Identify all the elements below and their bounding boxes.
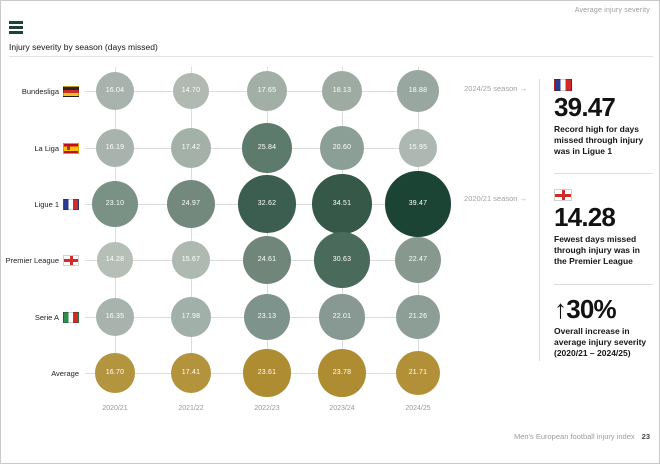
bubble-la-liga-2020-21: 16.19	[95, 128, 135, 168]
bubble-premier-league-2023-24: 30.63	[314, 232, 370, 288]
axis-label-2020-21: 2020/21	[102, 405, 128, 412]
bubble-average-2022-23: 23.61	[243, 349, 291, 397]
axis-label-2024-25: 2024/25	[405, 405, 431, 412]
bubble-average-2020-21: 16.70	[95, 353, 135, 393]
en-flag-icon	[554, 189, 572, 201]
league-name: Bundesliga	[21, 86, 59, 96]
bubble-bundesliga-2024-25: 18.88	[397, 70, 439, 112]
bubble-la-liga-2024-25: 15.95	[398, 128, 438, 168]
row-label-ligue-1: Ligue 1	[1, 198, 79, 210]
row-label-average: Average	[1, 367, 79, 379]
bubble-serie-a-2022-23: 23.13	[243, 293, 291, 341]
bubble-bundesliga-2022-23: 17.65	[246, 70, 288, 112]
stat-value: ↑30%	[554, 294, 617, 324]
header-category-label: Average injury severity	[574, 7, 650, 14]
axis-label-2022-23: 2022/23	[254, 405, 280, 412]
bubble-bundesliga-2023-24: 18.13	[321, 70, 363, 112]
stat-block-3: ↑30% Overall increase in average injury s…	[554, 293, 654, 359]
footer: Men's European football injury index 23	[514, 432, 650, 441]
stat-block-1: 39.47 Record high for days missed through…	[554, 79, 654, 157]
row-label-bundesliga: Bundesliga	[1, 85, 79, 97]
stat-description: Overall increase in average injury sever…	[554, 326, 647, 359]
bubble-la-liga-2021-22: 17.42	[170, 127, 211, 168]
bubble-premier-league-2022-23: 24.61	[242, 235, 292, 285]
bubble-ligue-1-2020-21: 23.10	[91, 180, 139, 228]
row-label-la-liga: La Liga	[1, 142, 79, 154]
stat-separator	[554, 284, 653, 285]
bubble-average-2024-25: 21.71	[395, 350, 441, 396]
stat-block-2: 14.28 Fewest days missed through injury w…	[554, 189, 654, 267]
season-pointer-label: 2020/21 season →	[464, 194, 527, 203]
logo-bar	[9, 25, 23, 30]
it-flag-icon	[63, 311, 79, 323]
season-pointer-label: 2024/25 season →	[464, 84, 527, 93]
bubble-la-liga-2023-24: 20.60	[320, 126, 364, 170]
header-divider	[9, 56, 653, 57]
bubble-average-2023-24: 23.78	[318, 349, 366, 397]
bubble-premier-league-2020-21: 14.28	[96, 241, 134, 279]
bubble-premier-league-2024-25: 22.47	[395, 237, 441, 283]
league-name: Ligue 1	[34, 199, 59, 209]
axis-label-2023-24: 2023/24	[329, 405, 355, 412]
row-label-premier-league: Premier League	[1, 254, 79, 266]
league-name: Premier League	[5, 255, 59, 265]
stat-separator	[554, 173, 653, 174]
league-name: Serie A	[34, 312, 59, 322]
bubble-ligue-1-2023-24: 34.51	[312, 174, 372, 234]
bubble-serie-a-2024-25: 21.26	[395, 294, 441, 340]
bubble-bundesliga-2021-22: 14.70	[172, 72, 210, 110]
league-name: La Liga	[34, 143, 59, 153]
stat-description: Fewest days missed through injury was in…	[554, 234, 640, 267]
row-label-serie-a: Serie A	[1, 311, 79, 323]
panel-divider-line	[539, 79, 540, 361]
page-number: 23	[641, 432, 650, 441]
bubble-bundesliga-2020-21: 16.04	[95, 71, 135, 111]
bubble-serie-a-2021-22: 17.98	[170, 296, 212, 338]
stat-value: 39.47	[554, 92, 616, 122]
axis-label-2021-22: 2021/22	[178, 405, 204, 412]
stat-description: Record high for days missed through inju…	[554, 124, 644, 157]
logo-bar	[9, 30, 23, 34]
bubble-ligue-1-2024-25: 39.47	[385, 171, 451, 237]
bubble-ligue-1-2021-22: 24.97	[166, 179, 216, 229]
footer-label: Men's European football injury index	[513, 432, 635, 441]
chart-title: Injury severity by season (days missed)	[9, 42, 158, 52]
fr-flag-icon	[63, 198, 79, 210]
en-flag-icon	[63, 254, 79, 266]
stat-value: 14.28	[554, 202, 616, 232]
bubble-serie-a-2023-24: 22.01	[319, 294, 365, 340]
es-flag-icon	[63, 142, 79, 154]
bubble-average-2021-22: 17.41	[170, 352, 211, 393]
de-flag-icon	[63, 85, 79, 97]
bubble-premier-league-2021-22: 15.67	[171, 240, 210, 279]
bubble-serie-a-2020-21: 16.35	[95, 297, 135, 337]
bubble-la-liga-2022-23: 25.84	[242, 123, 292, 173]
logo-bar	[9, 21, 23, 25]
three-bars-logo-icon	[9, 21, 23, 34]
league-name: Average	[51, 368, 79, 378]
fr-flag-icon	[554, 79, 572, 91]
bubble-ligue-1-2022-23: 32.62	[238, 175, 296, 233]
